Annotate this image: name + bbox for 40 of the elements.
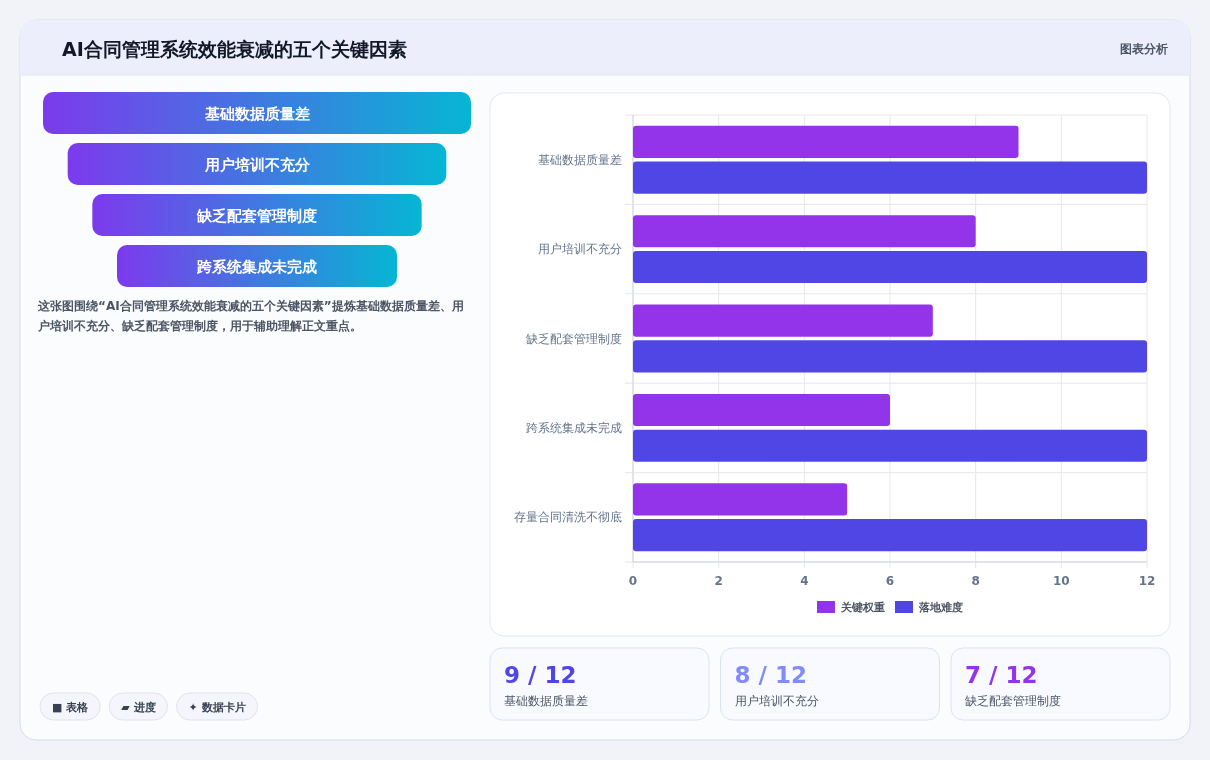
bar [633,161,1147,194]
x-tick-label: 10 [1052,574,1070,588]
y-tick-label: 缺乏配套管理制度 [526,331,622,346]
category-label: 基础数据质量差 [203,105,310,123]
text: 图表分析 [1120,42,1168,56]
text: 这张图围绕“AI合同管理系统效能衰减的五个关键因素”提炼基础数据质量差、用户培训不充分、缺乏配套管理制度，用于辅助理解正文重点。 [38,298,465,335]
text: ▰ 进度 [121,701,156,714]
y-tick-label: 跨系统集成未完成 [526,420,622,435]
bar [633,429,1147,462]
text: 用户培训不充分 [734,694,819,708]
text: 缺乏配套管理制度 [965,694,1061,708]
y-tick-label: 存量合同清洗不彻底 [514,510,622,525]
text: ✦ 数据卡片 [188,701,246,714]
category-label: 用户培训不充分 [203,156,311,174]
bar [633,125,1019,158]
text: 8 / 12 [734,662,807,688]
category-label: 跨系统集成未完成 [196,258,317,276]
bar [633,483,848,516]
text: AI合同管理系统效能衰减的五个关键因素 [62,38,407,60]
bar [633,393,890,427]
y-tick-label: 基础数据质量差 [538,152,622,167]
x-tick-label: 6 [885,574,895,588]
bar [633,519,1147,552]
text: 基础数据质量差 [504,694,588,708]
text: 9 / 12 [504,662,577,688]
y-tick-label: 用户培训不充分 [538,242,622,257]
category-label: 缺乏配套管理制度 [196,207,317,225]
legend-label: 关键权重 [840,601,885,614]
bar [633,215,976,248]
legend-label: 落地难度 [918,601,963,614]
x-tick-label: 0 [628,574,638,588]
x-tick-label: 12 [1138,574,1156,588]
bar [633,340,1147,373]
x-tick-label: 4 [800,574,809,588]
text: 7 / 12 [965,662,1038,688]
bar [633,250,1147,284]
x-tick-label: 8 [971,574,980,588]
bar [633,304,933,337]
x-tick-label: 2 [714,574,723,588]
text: ■ 表格 [52,701,90,714]
